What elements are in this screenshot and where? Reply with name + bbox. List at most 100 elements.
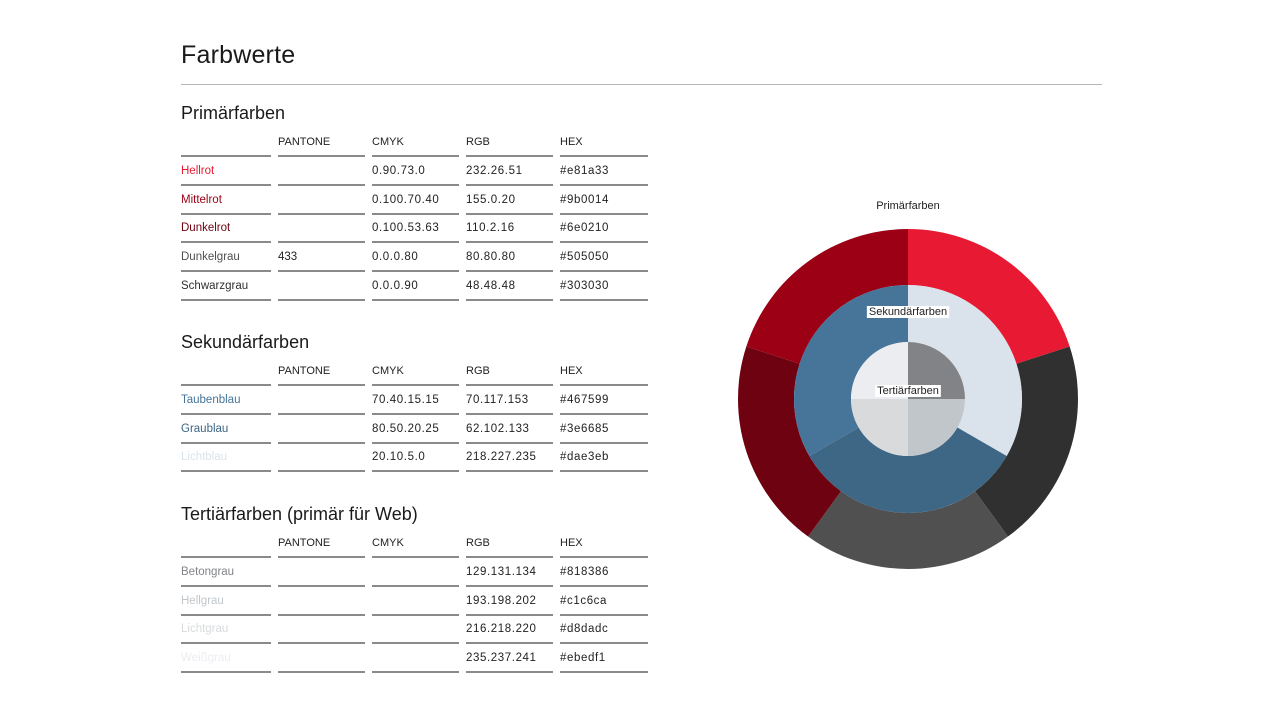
color-cmyk: 70.40.15.15	[372, 386, 459, 415]
ring-label: Sekundärfarben	[869, 306, 947, 318]
color-rgb: 70.117.153	[466, 386, 553, 415]
ring-label: Tertiärfarben	[877, 385, 939, 397]
donut-slices	[738, 229, 1078, 569]
table-row: Dunkelrot 0.100.53.63 110.2.16 #6e0210	[181, 214, 651, 244]
chart-title: Primärfarben	[876, 200, 940, 212]
table-header-row: PANTONE CMYK RGB HEX	[181, 357, 651, 386]
table-row: Taubenblau 70.40.15.15 70.117.153 #467599	[181, 386, 651, 415]
column-header: RGB	[466, 529, 553, 558]
color-pantone	[278, 186, 365, 215]
table-row: Weißgrau 235.237.241 #ebedf1	[181, 644, 651, 673]
color-rgb: 218.227.235	[466, 443, 553, 473]
color-rgb: 80.80.80	[466, 243, 553, 272]
donut-chart-svg: Primärfarben Sekundärfarben Tertiärfarben	[738, 200, 1078, 569]
color-cmyk: 0.100.53.63	[372, 214, 459, 244]
color-pantone	[278, 615, 365, 645]
table-row: Hellrot 0.90.73.0 232.26.51 #e81a33	[181, 157, 651, 186]
color-cmyk	[372, 587, 459, 616]
donut-slice	[809, 427, 1007, 513]
column-header: HEX	[560, 357, 648, 386]
color-hex: #303030	[560, 272, 648, 301]
color-pantone	[278, 644, 365, 673]
donut-slice	[908, 285, 1022, 456]
color-cmyk: 0.0.0.90	[372, 272, 459, 301]
table-row: Lichtgrau 216.218.220 #d8dadc	[181, 615, 651, 645]
color-rgb: 48.48.48	[466, 272, 553, 301]
color-pantone: 433	[278, 243, 365, 272]
table-row: Hellgrau 193.198.202 #c1c6ca	[181, 587, 651, 616]
color-pantone	[278, 587, 365, 616]
table-row: Betongrau 129.131.134 #818386	[181, 558, 651, 587]
color-name: Schwarzgrau	[181, 272, 271, 301]
color-pantone	[278, 415, 365, 444]
color-name: Taubenblau	[181, 386, 271, 415]
ring-label-background	[866, 306, 950, 318]
section-1: Sekundärfarben PANTONE CMYK RGB HEX Taubenbla…	[181, 331, 651, 473]
column-header	[181, 128, 271, 157]
color-hex: #ebedf1	[560, 644, 648, 673]
color-cmyk: 0.90.73.0	[372, 157, 459, 186]
color-pantone	[278, 558, 365, 587]
table-row: Mittelrot 0.100.70.40 155.0.20 #9b0014	[181, 186, 651, 215]
color-cmyk: 0.0.0.80	[372, 243, 459, 272]
column-header: PANTONE	[278, 128, 365, 157]
color-rgb: 155.0.20	[466, 186, 553, 215]
color-name: Hellrot	[181, 157, 271, 186]
table-row: Graublau 80.50.20.25 62.102.133 #3e6685	[181, 415, 651, 444]
color-table: PANTONE CMYK RGB HEX Hellrot 0.90.73.0 232.26.…	[181, 128, 651, 301]
section-title: Sekundärfarben	[181, 332, 310, 352]
color-hex: #9b0014	[560, 186, 648, 215]
color-name: Betongrau	[181, 558, 271, 587]
column-header	[181, 357, 271, 386]
section-title: Primärfarben	[181, 103, 286, 123]
donut-slice	[808, 491, 1008, 569]
color-wheel-chart: Primärfarben Sekundärfarben Tertiärfarben	[700, 180, 1120, 580]
color-hex: #818386	[560, 558, 648, 587]
color-name: Graublau	[181, 415, 271, 444]
color-hex: #c1c6ca	[560, 587, 648, 616]
color-name: Dunkelrot	[181, 214, 271, 244]
column-header: CMYK	[372, 128, 459, 157]
color-hex: #505050	[560, 243, 648, 272]
column-header: CMYK	[372, 357, 459, 386]
donut-slice	[975, 346, 1078, 537]
column-header: HEX	[560, 128, 648, 157]
color-cmyk: 0.100.70.40	[372, 186, 459, 215]
column-header: PANTONE	[278, 529, 365, 558]
color-rgb: 216.218.220	[466, 615, 553, 645]
color-pantone	[278, 157, 365, 186]
column-header: CMYK	[372, 529, 459, 558]
color-rgb: 62.102.133	[466, 415, 553, 444]
color-cmyk	[372, 615, 459, 645]
section-2: Tertiärfarben (primär für Web) PANTONE CMY…	[181, 503, 651, 673]
color-hex: #3e6685	[560, 415, 648, 444]
color-pantone	[278, 214, 365, 244]
color-rgb: 232.26.51	[466, 157, 553, 186]
column-header: RGB	[466, 128, 553, 157]
color-pantone	[278, 386, 365, 415]
color-cmyk	[372, 644, 459, 673]
table-row: Dunkelgrau 433 0.0.0.80 80.80.80 #505050	[181, 243, 651, 272]
color-hex: #d8dadc	[560, 615, 648, 645]
table-row: Lichtblau 20.10.5.0 218.227.235 #dae3eb	[181, 443, 651, 473]
table-header-row: PANTONE CMYK RGB HEX	[181, 529, 651, 558]
title-divider	[181, 84, 1102, 85]
color-name: Hellgrau	[181, 587, 271, 616]
table-header-row: PANTONE CMYK RGB HEX	[181, 128, 651, 157]
color-hex: #6e0210	[560, 214, 648, 244]
color-pantone	[278, 443, 365, 473]
donut-slice	[738, 346, 841, 537]
page-title: Farbwerte	[181, 40, 296, 69]
column-header: RGB	[466, 357, 553, 386]
color-rgb: 129.131.134	[466, 558, 553, 587]
section-title: Tertiärfarben (primär für Web)	[181, 504, 418, 524]
column-header: HEX	[560, 529, 648, 558]
color-name: Weißgrau	[181, 644, 271, 673]
color-table: PANTONE CMYK RGB HEX Betongrau 129.131.134 #81…	[181, 529, 651, 673]
color-rgb: 193.198.202	[466, 587, 553, 616]
donut-slice	[746, 229, 908, 364]
color-rgb: 235.237.241	[466, 644, 553, 673]
donut-slice	[908, 399, 965, 456]
donut-slice	[794, 285, 908, 457]
color-name: Lichtgrau	[181, 615, 271, 645]
